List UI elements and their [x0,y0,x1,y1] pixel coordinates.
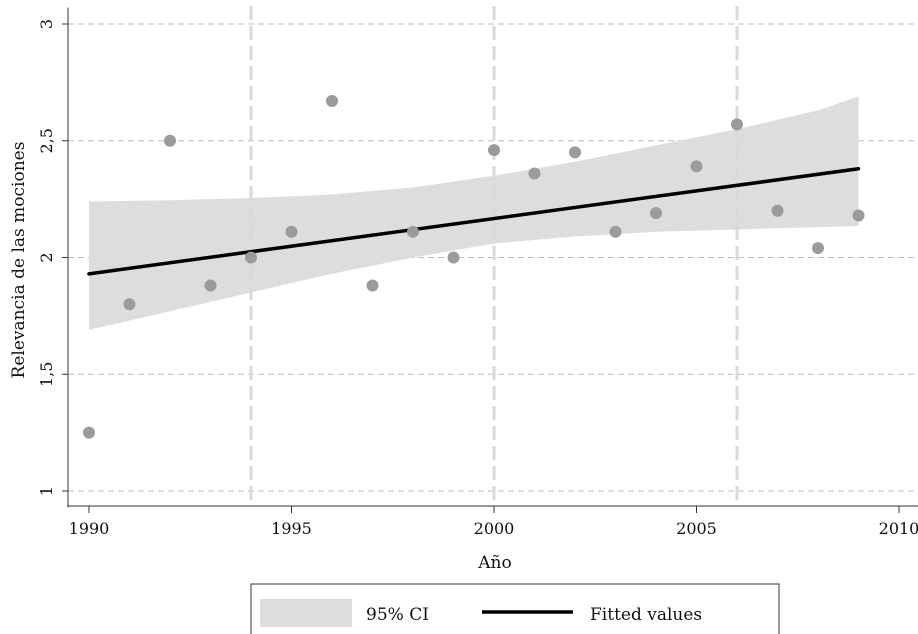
data-point [528,167,541,180]
legend-swatch-ci [260,599,352,627]
data-point [690,160,703,173]
data-point [609,225,622,238]
y-tick-label: 2 [37,252,56,262]
x-tick-label: 1990 [69,519,110,538]
data-point [852,209,865,222]
axis-layer: 1 1,5 2 2,5 3 1990 1995 2000 2005 2010 [37,7,918,538]
x-tick-label: 2010 [879,519,918,538]
x-tick-label: 1995 [271,519,312,538]
ci-band-layer [89,96,859,330]
y-tick-label: 1 [37,486,56,496]
y-tick-label: 2,5 [37,128,56,153]
point-layer [83,95,865,439]
data-point [326,95,338,108]
ci-band [89,96,859,330]
legend-label-ci: 95% CI [366,605,429,625]
data-point [731,118,743,131]
x-tick-label: 2005 [676,519,717,538]
x-tick-label: 2000 [474,519,515,538]
data-point [245,251,257,264]
data-point [650,207,662,220]
fitted-line [87,167,861,276]
data-point [771,204,784,217]
data-point [407,225,419,238]
data-point [204,279,217,292]
y-tick-label: 3 [37,19,56,29]
data-point [366,279,379,292]
data-point [488,144,500,157]
fit-line-layer [87,167,861,276]
x-axis-label: Año [477,553,511,573]
data-point [123,298,136,311]
data-point [812,242,824,255]
data-point [83,426,95,439]
data-point [569,146,581,159]
data-point [164,134,176,147]
data-point [285,225,298,238]
data-point [447,251,460,264]
y-axis-label: Relevancia de las mociones [9,142,29,379]
legend-label-fitted: Fitted values [590,605,702,625]
legend: 95% CI Fitted values [250,583,780,634]
y-tick-label: 1,5 [37,362,56,387]
